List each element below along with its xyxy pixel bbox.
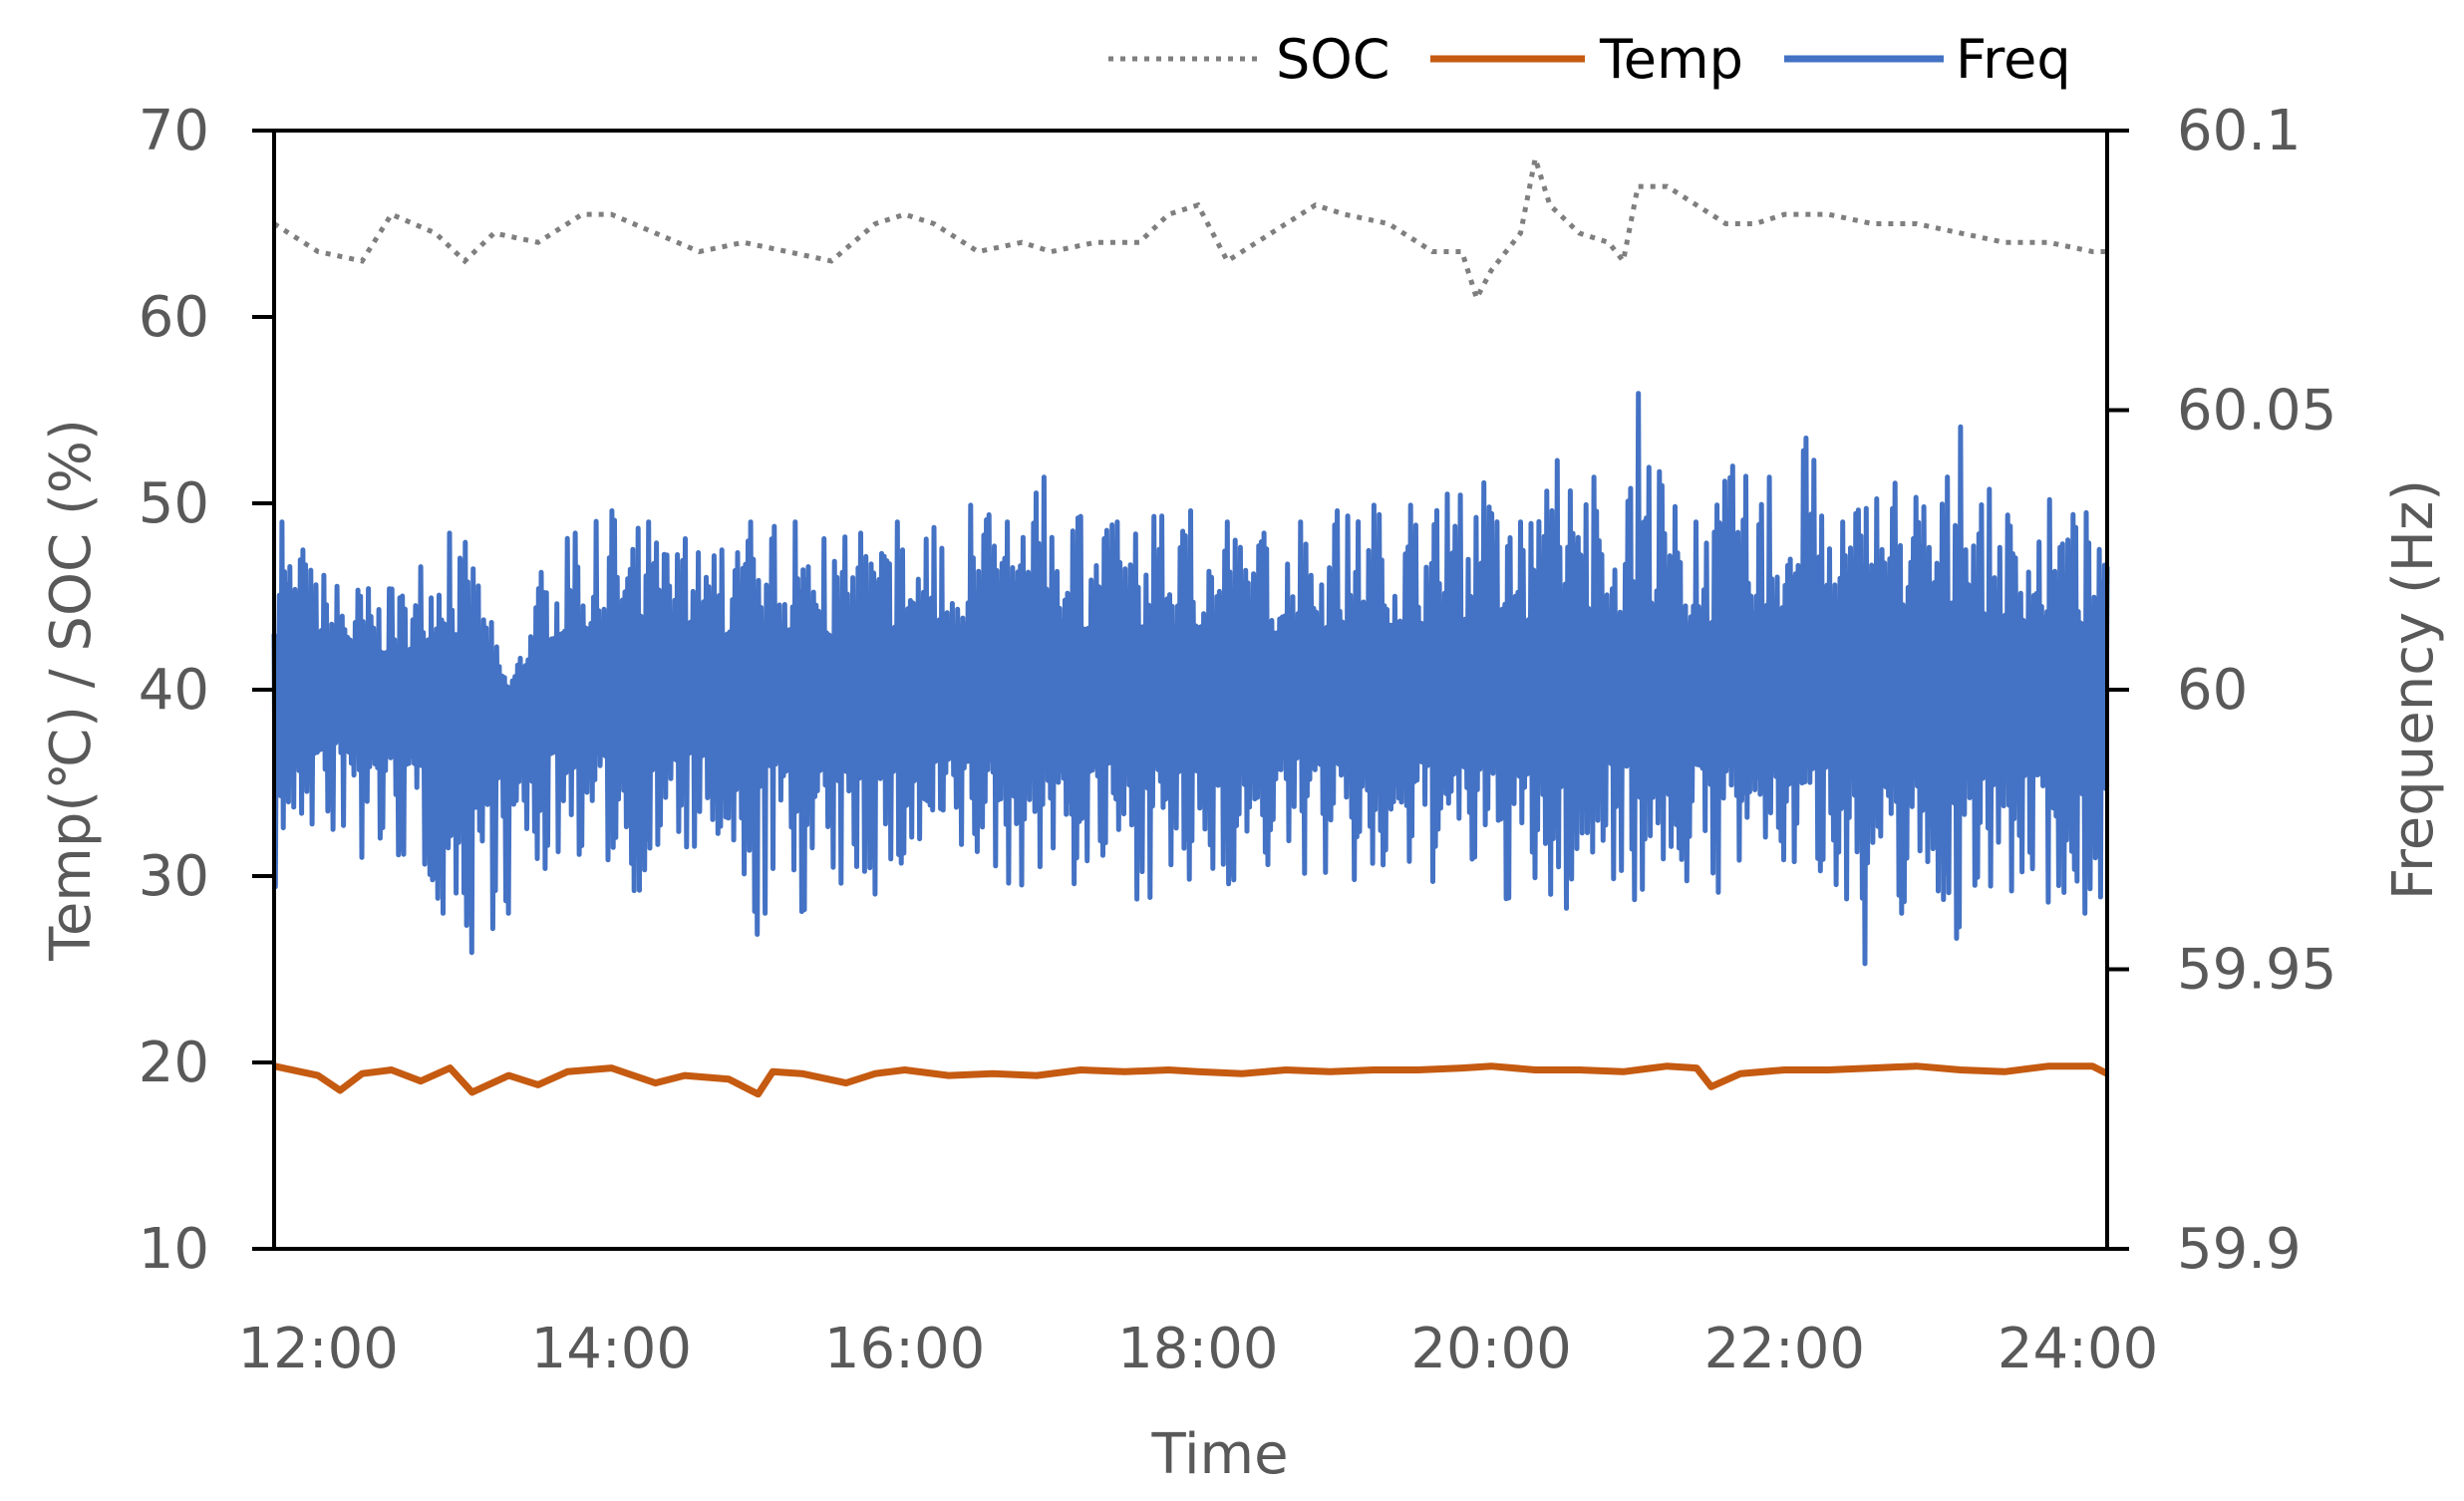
right-tick-label: 59.95 [2177, 938, 2336, 1003]
series-line-soc [272, 157, 2107, 305]
series-line-freq [271, 391, 2110, 967]
legend-label-soc: SOC [1276, 28, 1390, 91]
left-tick-label: 70 [139, 99, 209, 163]
x-axis-ticks: 12:00 14:00 16:00 18:00 20:00 22:00 24:00 [237, 1317, 2158, 1381]
x-tick-label: 12:00 [237, 1317, 398, 1381]
left-axis-title: Temp(℃) / SOC (%) [39, 419, 104, 962]
right-tick-label: 60.1 [2177, 99, 2302, 163]
right-tick-label: 60 [2177, 658, 2248, 723]
left-axis-ticks: 70 60 50 40 30 20 10 [139, 99, 274, 1282]
legend: SOC Temp Freq [1108, 28, 2071, 91]
x-tick-label: 18:00 [1117, 1317, 1278, 1381]
left-tick-label: 20 [139, 1031, 209, 1095]
legend-label-temp: Temp [1599, 28, 1743, 91]
x-tick-label: 24:00 [1998, 1317, 2158, 1381]
x-tick-label: 14:00 [531, 1317, 692, 1381]
series-line-temp [273, 1062, 2109, 1098]
right-axis-title: Frequency (Hz) [2381, 479, 2446, 900]
right-tick-label: 59.9 [2177, 1217, 2302, 1282]
plot-area [271, 157, 2110, 1098]
left-tick-label: 60 [139, 285, 209, 350]
left-tick-label: 30 [139, 844, 209, 909]
legend-label-freq: Freq [1956, 28, 2071, 91]
right-axis-ticks: 60.1 60.05 60 59.95 59.9 [2107, 99, 2336, 1282]
left-tick-label: 40 [139, 658, 209, 723]
x-tick-label: 22:00 [1704, 1317, 1865, 1381]
left-tick-label: 10 [139, 1217, 209, 1282]
x-tick-label: 16:00 [824, 1317, 985, 1381]
x-tick-label: 20:00 [1410, 1317, 1571, 1381]
x-axis-title: Time [1150, 1422, 1288, 1487]
right-tick-label: 60.05 [2177, 379, 2336, 444]
left-tick-label: 50 [139, 471, 209, 536]
